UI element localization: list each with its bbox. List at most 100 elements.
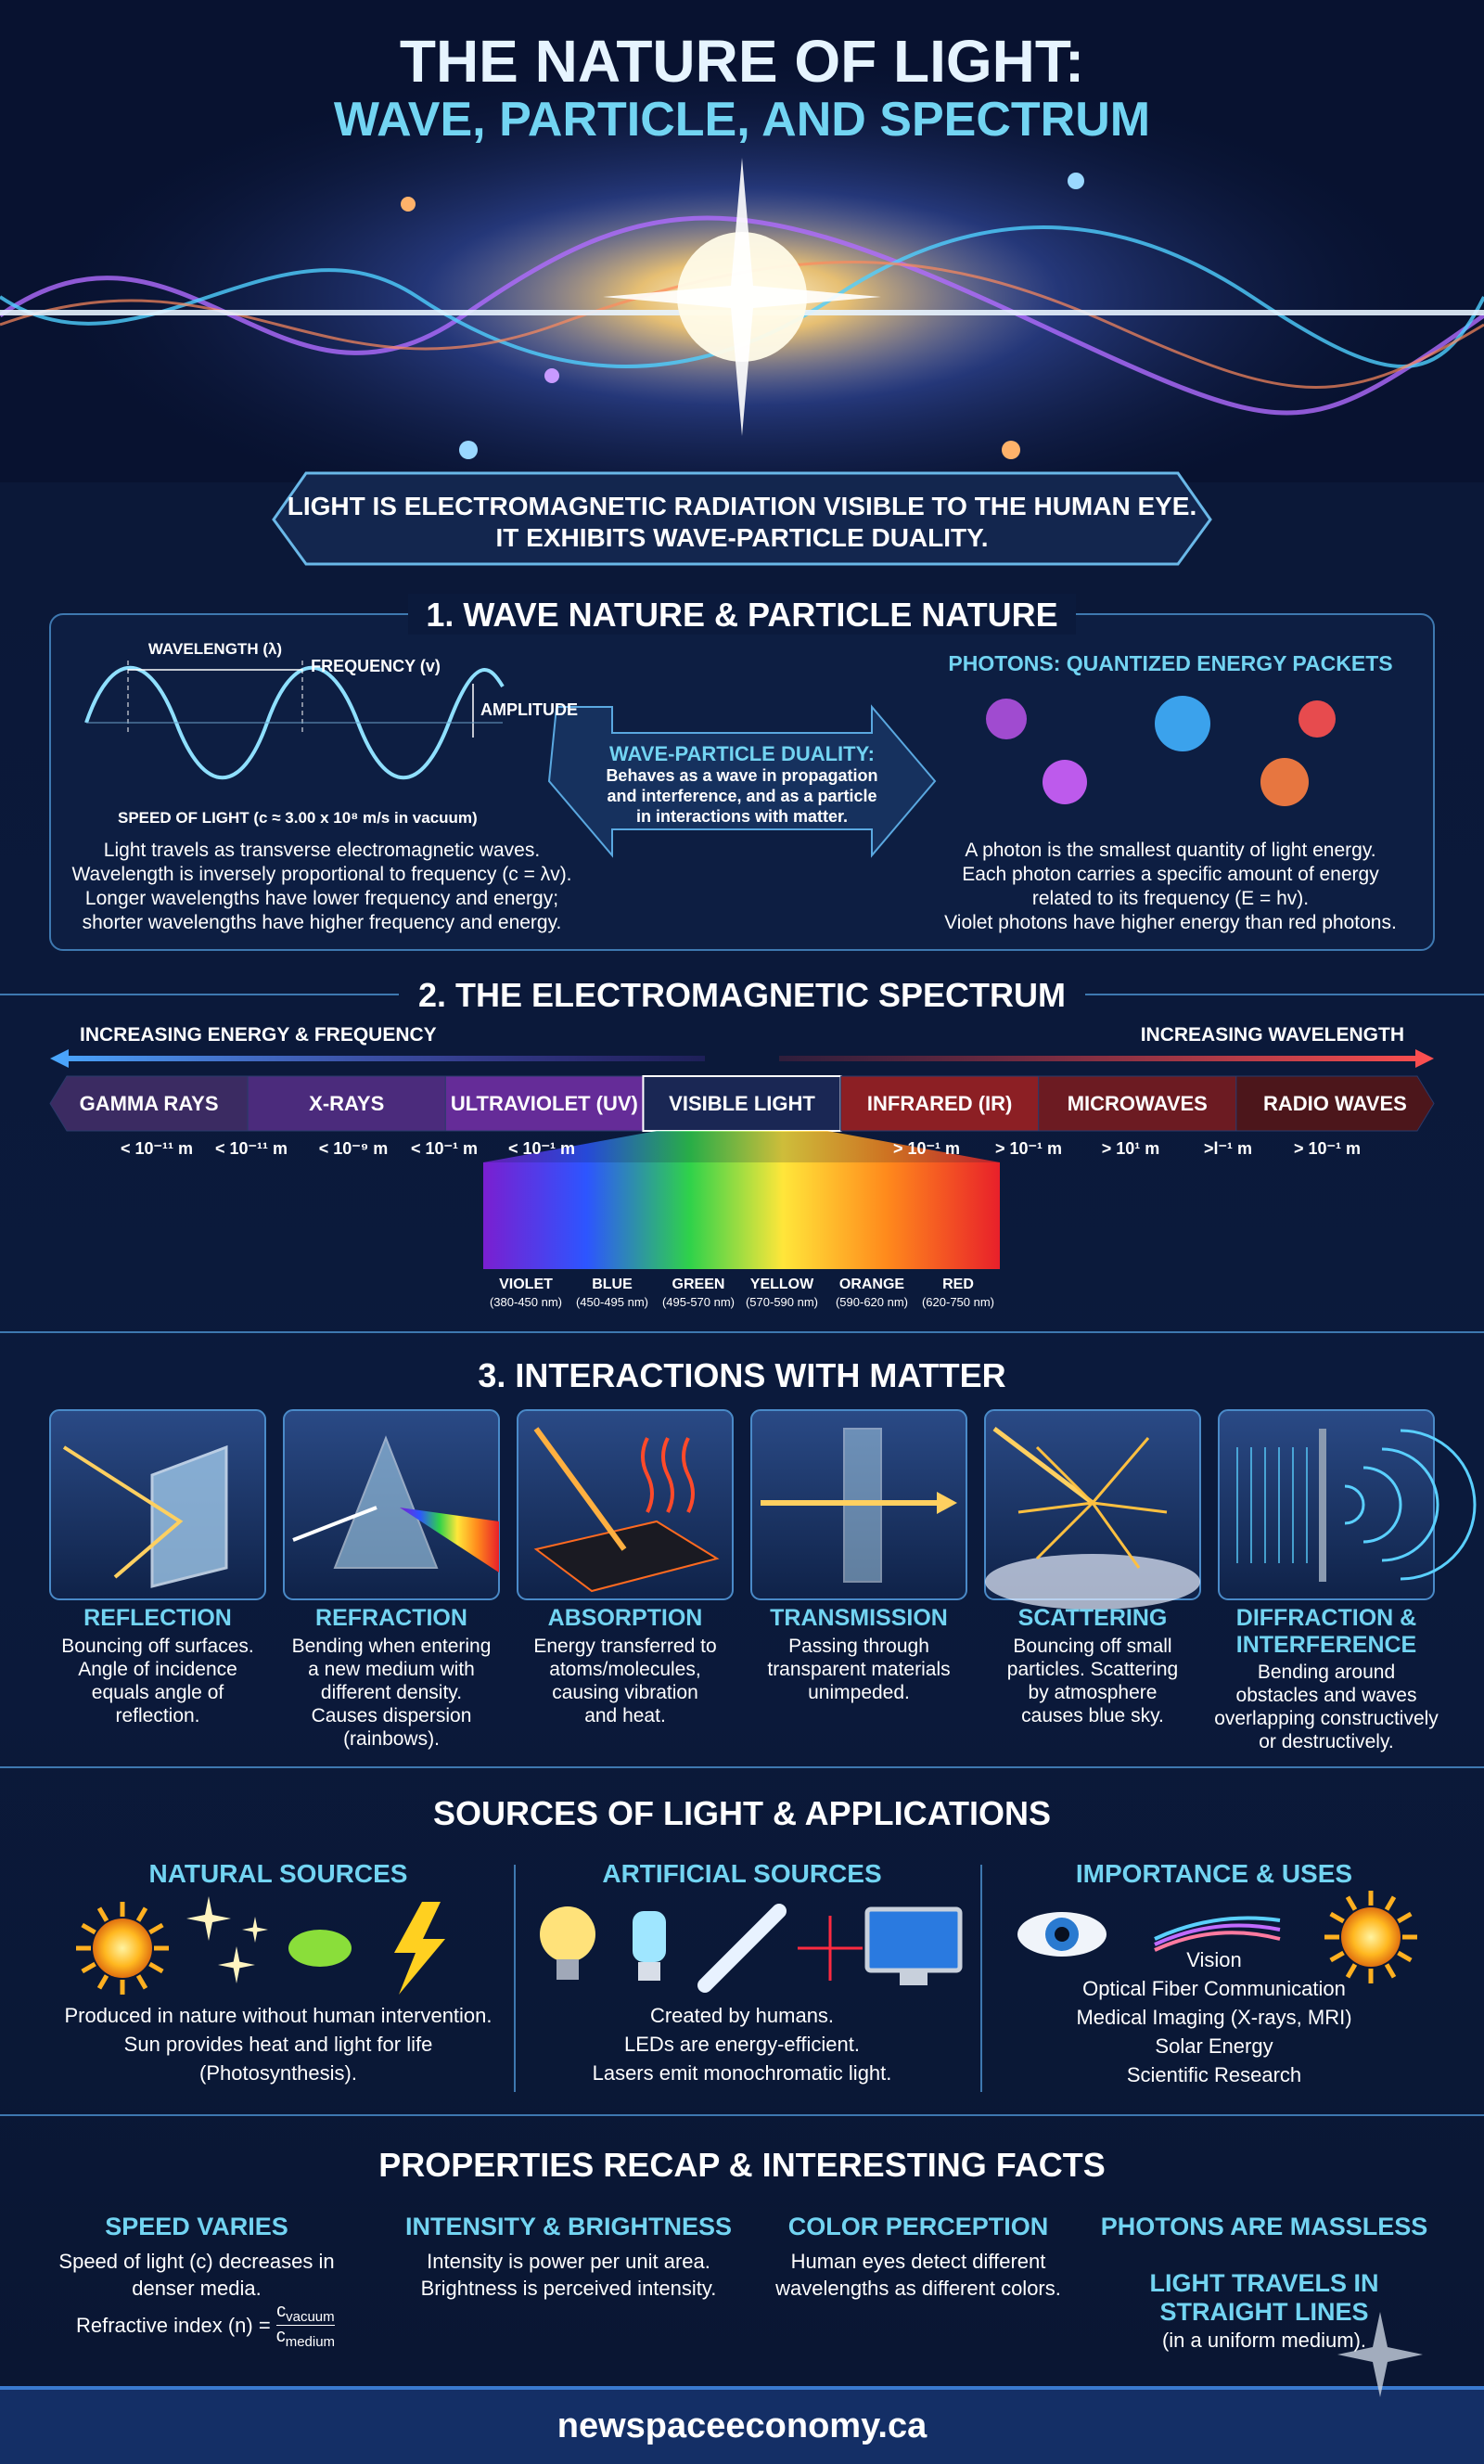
interaction-text: causing vibration	[552, 1682, 698, 1703]
sun-ray	[1329, 1950, 1345, 1963]
fact-heading: INTENSITY & BRIGHTNESS	[404, 2213, 733, 2240]
dividers	[0, 994, 1484, 2464]
wave-label: WAVELENGTH (λ)	[147, 640, 283, 658]
monitor	[864, 1906, 963, 1973]
fact-text: (in a uniform medium).	[1161, 2329, 1367, 2352]
sun-ray	[1345, 1895, 1358, 1911]
interaction-text: Bouncing off small	[1013, 1636, 1172, 1657]
sun	[93, 1919, 152, 1978]
heat	[682, 1437, 695, 1513]
photons-text: A photon is the smallest quantity of lig…	[965, 840, 1376, 861]
card	[750, 1409, 967, 1600]
sun-ray	[96, 1906, 109, 1922]
section-title: SOURCES OF LIGHT & APPLICATIONS	[432, 1794, 1052, 1832]
sun-ray	[135, 1974, 148, 1990]
wavefront	[1400, 1429, 1477, 1581]
section-title: 2. THE ELECTROMAGNETIC SPECTRUM	[417, 976, 1067, 1014]
sun-ray	[148, 1922, 164, 1935]
interaction-text: transparent materials	[767, 1659, 951, 1680]
firefly	[288, 1930, 352, 1967]
color-name: YELLOW	[749, 1277, 814, 1292]
interaction-text: and heat.	[584, 1705, 666, 1726]
interaction-text: obstacles and waves	[1235, 1685, 1417, 1706]
sun-ray	[1397, 1911, 1413, 1924]
band-label: GAMMA RAYS	[79, 1091, 219, 1115]
wavefront	[1362, 1466, 1402, 1544]
mirror	[150, 1444, 228, 1588]
wavefront	[1344, 1484, 1365, 1525]
source-text: Optical Fiber Communication	[1082, 1977, 1346, 2000]
interaction-text: reflection.	[115, 1705, 200, 1726]
interaction-text: Passing through	[788, 1636, 929, 1657]
photons-title: PHOTONS: QUANTIZED ENERGY PACKETS	[948, 651, 1393, 675]
interaction-text: Bending around	[1257, 1662, 1396, 1683]
section1-frame	[49, 594, 1435, 951]
duality-text: Behaves as a wave in propagation	[606, 766, 878, 785]
sun-ray	[96, 1974, 109, 1990]
fact-text: Intensity is power per unit area.	[427, 2250, 710, 2273]
color-name: BLUE	[592, 1277, 633, 1292]
wavelength-label: < 10⁻¹¹ m	[120, 1139, 194, 1158]
fact-text: denser media.	[132, 2277, 262, 2300]
stand	[900, 1972, 928, 1985]
denominator-sub: medium	[285, 2334, 336, 2351]
duality-title: WAVE-PARTICLE DUALITY:	[609, 742, 875, 765]
wavelength-label: < 10⁻¹¹ m	[214, 1139, 288, 1158]
lightning	[394, 1902, 445, 1995]
source-text: Produced in nature without human interve…	[64, 2004, 493, 2027]
source-text: Sun provides heat and light for life	[123, 2033, 433, 2056]
color-name: ORANGE	[838, 1277, 905, 1292]
source-text: LEDs are energy-efficient.	[624, 2033, 860, 2056]
denominator-symbol: c	[275, 2326, 286, 2347]
card	[283, 1409, 500, 1600]
color-name: RED	[942, 1277, 974, 1292]
interaction-name: TRANSMISSION	[770, 1605, 948, 1631]
fact-text: Human eyes detect different	[790, 2250, 1046, 2273]
interaction-text: equals angle of	[91, 1682, 224, 1703]
interaction-text: particles. Scattering	[1006, 1659, 1179, 1680]
interaction-text: (rainbows).	[343, 1728, 440, 1750]
fact-text: wavelengths as different colors.	[775, 2277, 1061, 2300]
wavelength-label: > 10⁻¹ m	[1293, 1139, 1362, 1158]
interaction-text: by atmosphere	[1028, 1682, 1158, 1703]
sun-ray	[81, 1961, 96, 1974]
band-label: MICROWAVES	[1067, 1091, 1208, 1115]
color-range: (450-495 nm)	[575, 1295, 649, 1309]
photons-text: Violet photons have higher energy than r…	[944, 912, 1397, 933]
wave-text: Wavelength is inversely proportional to …	[71, 864, 572, 885]
duality-text: and interference, and as a particle	[607, 787, 877, 805]
source-text: Created by humans.	[649, 2004, 835, 2027]
footer: newspaceeconomy.ca	[556, 2406, 928, 2445]
color-range: (495-570 nm)	[661, 1295, 736, 1309]
banner-text: LIGHT IS ELECTROMAGNETIC RADIATION VISIB…	[287, 492, 1197, 520]
sun-ray	[135, 1906, 148, 1922]
sun-ray	[1345, 1963, 1358, 1979]
color-name: VIOLET	[499, 1277, 553, 1292]
wavelength-label: > 10⁻¹ m	[994, 1139, 1063, 1158]
wavelength-label: < 10⁻¹ m	[410, 1139, 479, 1158]
source-text: Solar Energy	[1155, 2034, 1273, 2058]
color-range: (620-750 nm)	[921, 1295, 995, 1309]
arrow-label: INCREASING ENERGY & FREQUENCY	[80, 1024, 437, 1046]
numerator-sub: vacuum	[286, 2309, 335, 2325]
banner-shape	[272, 471, 1212, 566]
photons-text: Each photon carries a specific amount of…	[962, 864, 1379, 885]
band-label: X-RAYS	[309, 1091, 385, 1115]
fraction: cvacuum cmedium	[276, 2301, 335, 2351]
interaction-text: a new medium with	[308, 1659, 475, 1680]
pupil	[1055, 1927, 1069, 1942]
interaction-text: causes blue sky.	[1021, 1705, 1164, 1726]
prism	[333, 1435, 439, 1569]
color-range: (590-620 nm)	[835, 1295, 909, 1309]
interaction-name: SCATTERING	[1017, 1605, 1168, 1631]
scatter-ray	[1091, 1437, 1150, 1504]
source-heading: NATURAL SOURCES	[148, 1859, 408, 1888]
star	[218, 1946, 255, 1983]
band-label: RADIO WAVES	[1263, 1091, 1407, 1115]
arrow-label: INCREASING WAVELENGTH	[1140, 1024, 1404, 1046]
card	[984, 1409, 1201, 1610]
fact-heading: COLOR PERCEPTION	[787, 2213, 1049, 2240]
wavefront	[1381, 1447, 1439, 1562]
